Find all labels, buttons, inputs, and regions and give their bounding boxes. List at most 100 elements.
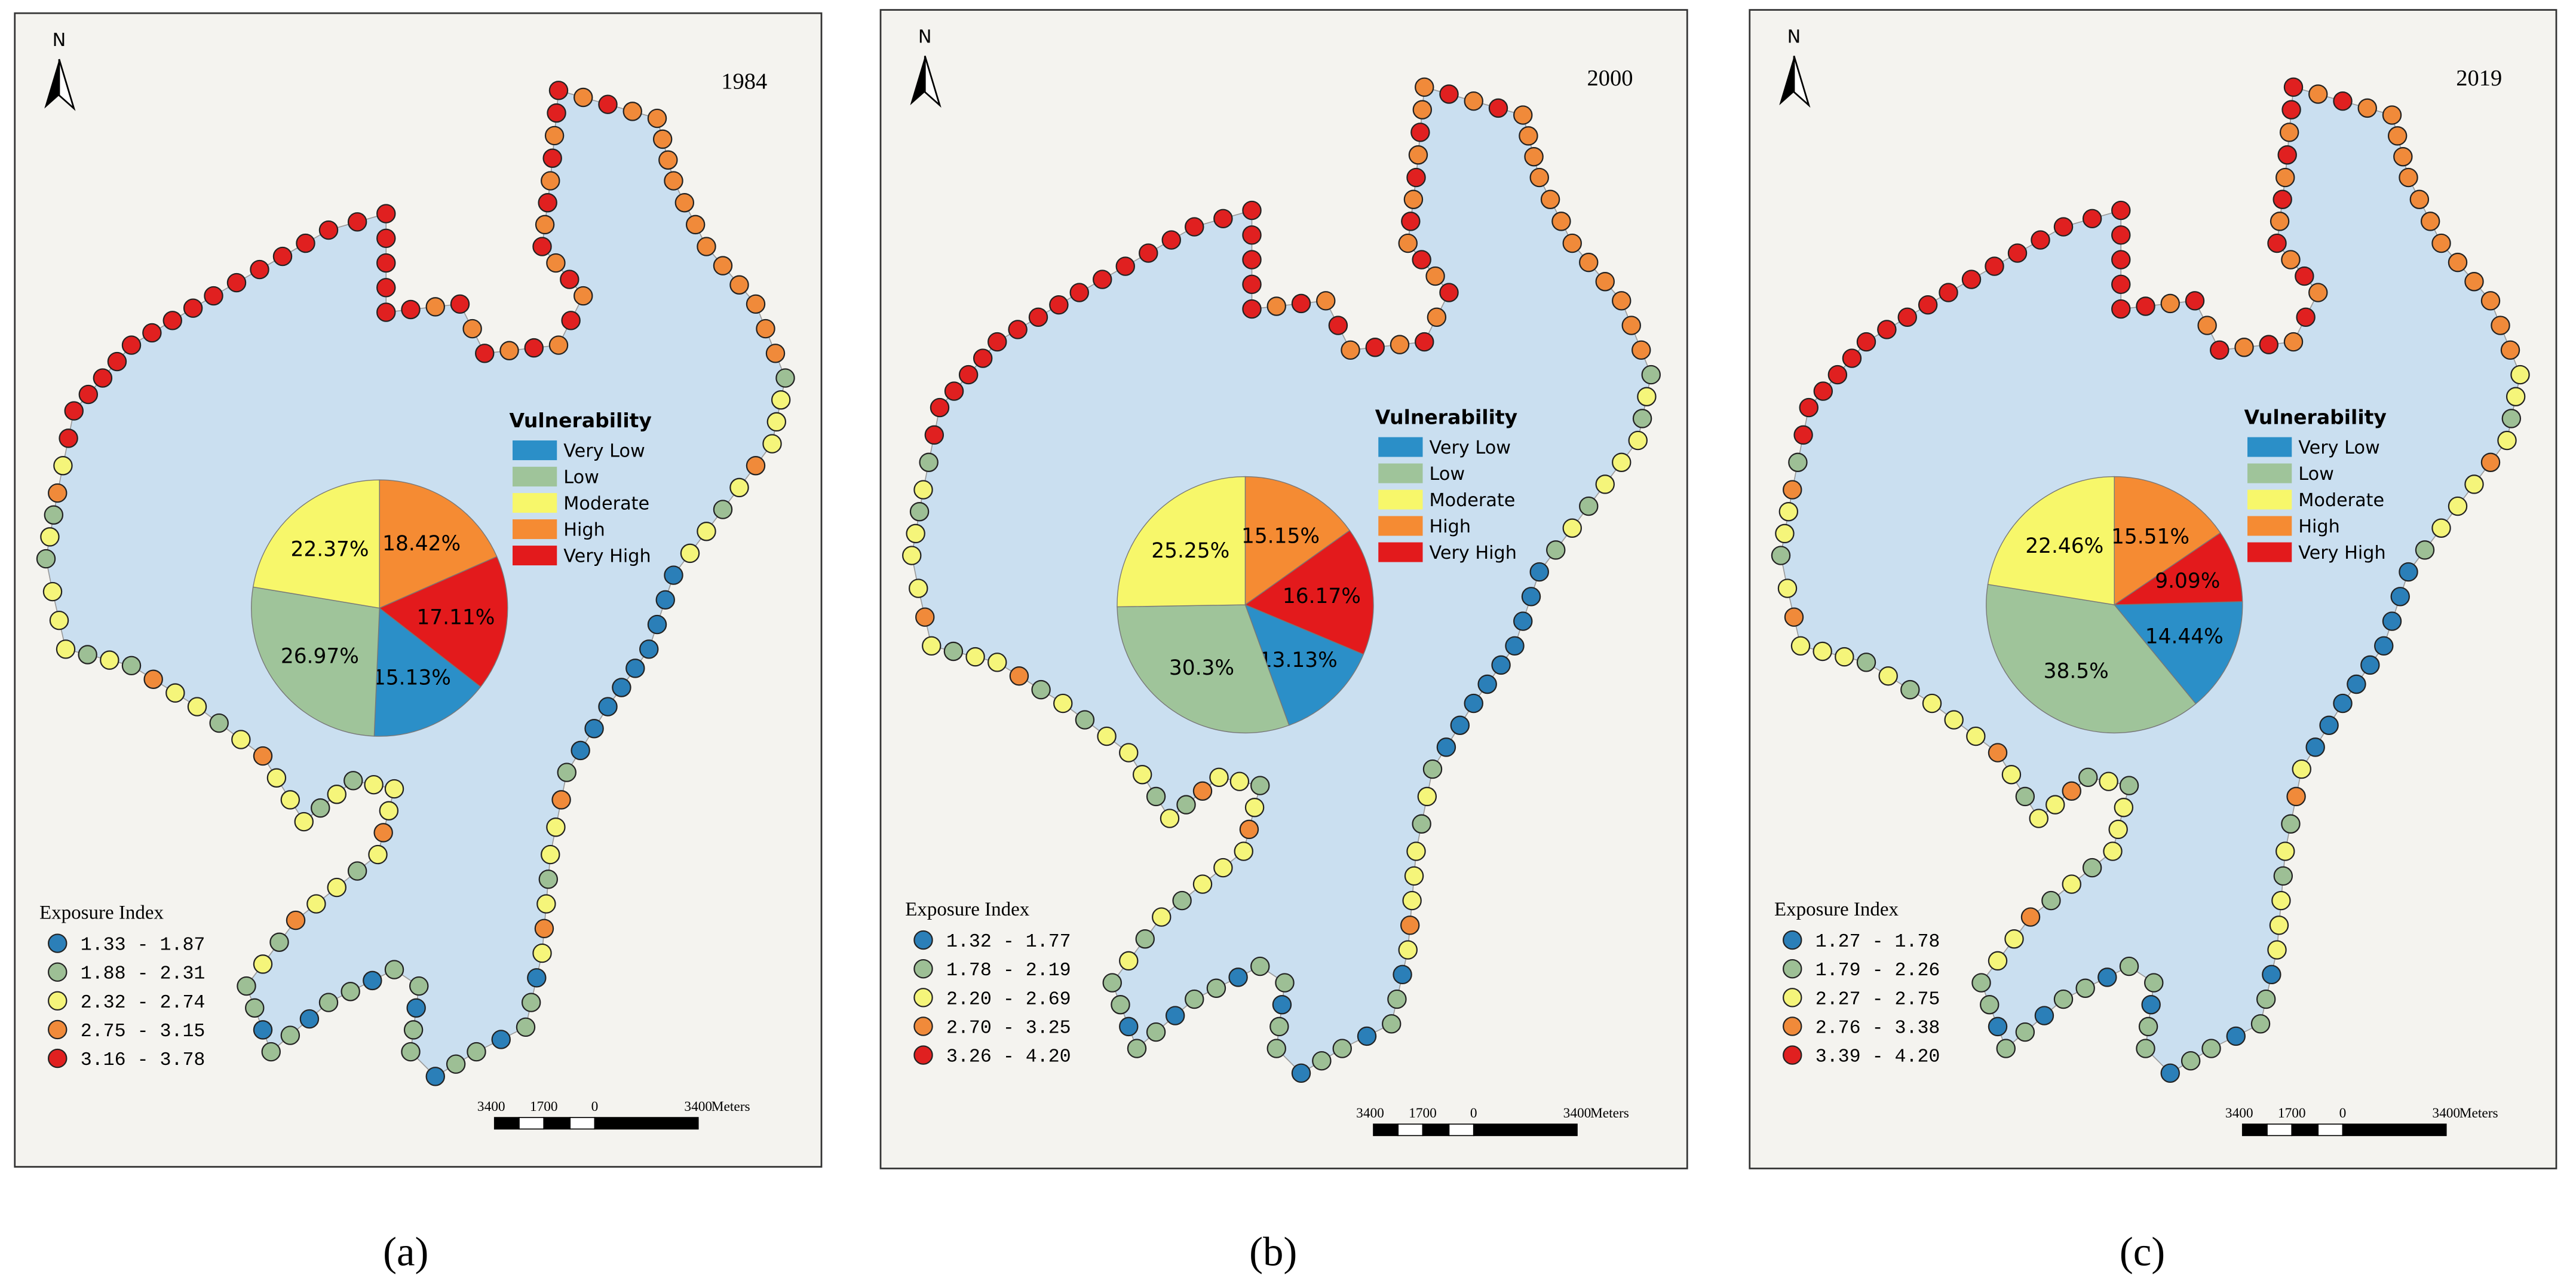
shore-point [664,171,683,191]
shore-point [1632,409,1652,428]
shore-point [1540,189,1560,209]
shore-point [546,253,566,273]
shore-point [2041,890,2061,911]
shore-point [1119,743,1139,763]
shore-point [2160,293,2180,314]
legend-swatch [513,440,557,461]
shore-point [59,428,78,448]
map-panel: N 2019 14.44% 38.5% 22.46% 15.51% 9.09% Vulnera… [1749,9,2557,1169]
legend-swatch [1378,463,1423,483]
shore-point [1266,1039,1286,1058]
legend-swatch [513,467,557,487]
shore-point [1412,100,1433,120]
shore-point [2281,100,2301,120]
shore-point [1408,145,1428,165]
shore-point [1146,1022,1166,1042]
shore-point [1878,666,1898,686]
shore-point [2273,866,2293,886]
shore-point [1406,841,1426,861]
exposure-title: Exposure Index [39,902,164,923]
shore-point [121,656,142,676]
pie-value-label: 30.3% [1169,656,1234,680]
shore-point [1988,951,2008,971]
shore-point [647,108,667,128]
shore-point [1398,940,1418,960]
shore-point [2283,332,2304,352]
legend-label: Very Low [1430,437,1511,458]
shore-point [2390,587,2410,607]
shore-point [2046,795,2065,815]
shore-point [1172,890,1192,911]
shore-point [2029,809,2048,828]
shore-point [2448,252,2468,272]
shore-point [2399,167,2418,188]
shore-point [1612,291,1632,311]
shore-point [499,341,519,360]
shore-point [2267,940,2287,960]
shore-point [965,647,985,667]
shore-point [1008,320,1028,339]
shore-point [93,368,113,388]
shore-point [2283,77,2304,97]
shore-point [973,348,993,368]
shore-point [425,1067,445,1086]
shore-point [2185,291,2205,311]
exposure-swatch [1783,930,1802,950]
shore-point [2420,212,2440,231]
shore-point [2015,1022,2035,1042]
shore-point [1877,320,1897,339]
shore-point [403,1020,424,1040]
exposure-label: 3.39 - 4.20 [1816,1047,1940,1068]
scale-bar-segment [569,1117,596,1130]
shore-point [209,713,229,733]
shore-point [2277,145,2297,165]
shore-point [1621,316,1641,335]
shore-point [1939,283,1958,302]
shore-point [1436,737,1456,757]
exposure-swatch [913,930,933,950]
shore-point [253,954,273,974]
shore-point [1312,1051,1332,1071]
shore-point [1790,636,1811,656]
shore-point [1641,365,1661,385]
panel-caption: (a) [383,1229,428,1275]
shore-point [697,237,716,256]
shore-point [584,719,604,739]
shore-point [1412,814,1431,834]
shore-point [2357,98,2377,118]
scale-bar-label: 1700 [1409,1106,1437,1121]
shore-point [1464,693,1483,714]
shore-point [652,129,673,149]
shore-point [1206,978,1226,998]
map-panel: N 1984 15.13% 26.97% 22.37% 18.42% 17.11% Vulne… [14,12,823,1168]
shore-point [1152,907,1172,927]
shore-point [1139,243,1158,263]
pie-slice [2113,601,2243,705]
pie-value-label: 17.11% [416,605,495,629]
shore-point [1944,710,1964,730]
shore-point [1971,973,1991,993]
shore-point [2001,765,2022,785]
shore-point [401,299,421,320]
north-label: N [53,30,66,51]
shore-point [2267,233,2287,253]
shore-point [1519,126,1538,146]
shore-point [1612,452,1632,472]
pie-slice [373,607,482,737]
exposure-label: 1.79 - 2.26 [1816,960,1940,981]
exposure-label: 3.16 - 3.78 [81,1050,206,1071]
shore-point [1985,256,2004,276]
shore-point [2374,636,2394,656]
shore-point [2281,250,2301,270]
shore-point [2360,655,2380,675]
legend-label: Moderate [563,494,649,515]
shore-point [100,650,119,670]
pie-slice [1117,604,1290,734]
exposure-swatch [48,1048,68,1068]
shore-point [639,639,659,659]
shore-point [2308,283,2328,302]
legend-swatch [1378,542,1423,562]
legend-label: Very High [563,546,651,567]
shore-point [2136,296,2155,316]
shore-point [2250,1014,2271,1034]
